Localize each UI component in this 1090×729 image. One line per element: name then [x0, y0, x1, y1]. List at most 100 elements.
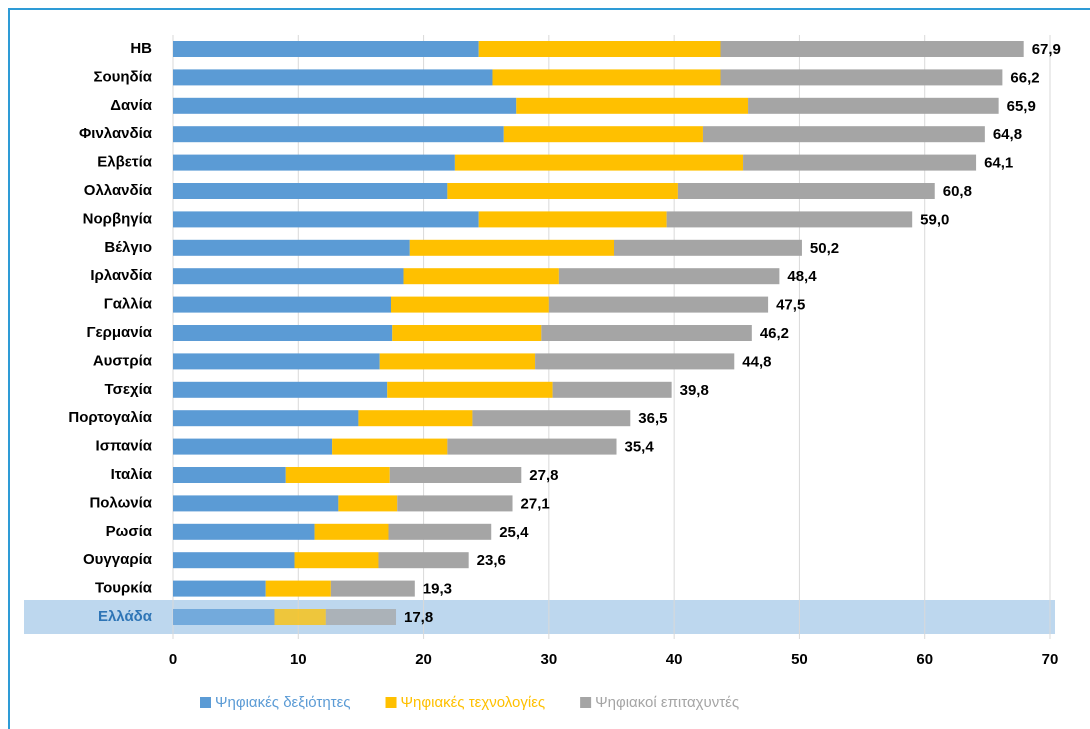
bar-segment: [173, 467, 286, 483]
y-tick-label: Αυστρία: [93, 352, 153, 369]
bar-segment: [389, 467, 522, 483]
total-label: 27,8: [529, 467, 558, 484]
bar-segment: [173, 438, 333, 455]
bar-segment: [265, 580, 331, 597]
total-label: 27,1: [521, 495, 550, 512]
legend-label: Ψηφιακοί επιταχυντές: [595, 694, 739, 711]
y-tick-label: Φινλανδία: [79, 125, 153, 142]
legend-label: Ψηφιακές δεξιότητες: [215, 694, 351, 711]
total-label: 59,0: [920, 211, 949, 228]
total-label: 50,2: [810, 240, 839, 257]
bar-segment: [173, 296, 391, 313]
y-tick-label: Πορτογαλία: [68, 409, 152, 426]
bar-segment: [516, 97, 749, 114]
y-tick-label: Νορβηγία: [83, 210, 153, 227]
bar-segment: [666, 211, 913, 228]
bar-segment: [541, 325, 752, 341]
bar-segment: [173, 523, 315, 540]
total-label: 64,1: [984, 155, 1013, 172]
bar-segment: [173, 126, 504, 143]
y-tick-label: Τσεχία: [105, 381, 153, 398]
bar-segment: [173, 211, 479, 228]
bar-segment: [447, 183, 678, 199]
y-tick-label: ΗΒ: [130, 40, 152, 57]
bar-segment: [614, 239, 802, 256]
bar-segment: [173, 183, 448, 199]
bar-segment: [702, 126, 985, 143]
bar-segment: [387, 381, 553, 398]
legend-swatch: [580, 697, 592, 708]
total-label: 36,5: [638, 410, 667, 427]
x-tick-label: 10: [290, 651, 307, 668]
bar-segment: [173, 495, 339, 512]
x-tick-label: 70: [1042, 651, 1059, 668]
bar-segment: [173, 609, 275, 625]
bar-segment: [548, 296, 769, 313]
bar-segment: [378, 552, 469, 569]
bar-segment: [285, 467, 390, 483]
bar-segment: [314, 523, 389, 540]
legend-label: Ψηφιακές τεχνολογίες: [401, 694, 546, 711]
y-tick-label: Ολλανδία: [84, 182, 153, 199]
total-label: 65,9: [1007, 98, 1036, 115]
bar-segment: [552, 381, 672, 398]
bar-segment: [403, 268, 559, 285]
total-label: 39,8: [680, 382, 709, 399]
bar-segment: [743, 154, 977, 171]
bar-segment: [173, 410, 359, 427]
bar-segment: [379, 353, 536, 370]
bar-segment: [358, 410, 473, 427]
y-tick-label: Ισπανία: [96, 438, 153, 455]
y-tick-label: Σουηδία: [93, 68, 152, 85]
y-tick-label: Γερμανία: [86, 324, 152, 341]
bar-segment: [535, 353, 735, 370]
bar-segment: [173, 97, 517, 114]
bar-segment: [397, 495, 513, 512]
total-label: 35,4: [625, 439, 655, 456]
y-tick-label: Ουγγαρία: [83, 551, 153, 568]
bar-segment: [390, 296, 549, 313]
bar-segment: [677, 183, 935, 199]
total-label: 48,4: [787, 268, 817, 285]
bar-segment: [478, 211, 667, 228]
total-label: 25,4: [499, 524, 529, 541]
bar-segment: [472, 410, 631, 427]
total-label: 19,3: [423, 581, 452, 598]
bar-segment: [720, 69, 1003, 86]
bar-segment: [338, 495, 398, 512]
bar-segment: [294, 552, 379, 569]
y-tick-label: Πολωνία: [89, 494, 152, 511]
y-tick-label: Ελλάδα: [98, 608, 153, 625]
y-tick-label: Ελβετία: [97, 154, 152, 171]
x-tick-label: 30: [541, 651, 558, 668]
bar-segment: [503, 126, 703, 143]
x-tick-label: 0: [169, 651, 177, 668]
bar-segment: [173, 239, 410, 256]
total-label: 66,2: [1010, 69, 1039, 86]
bar-segment: [748, 97, 999, 114]
bar-segment: [173, 381, 388, 398]
y-tick-label: Δανία: [110, 97, 153, 114]
bar-segment: [478, 41, 721, 57]
bar-segment: [325, 609, 397, 625]
y-tick-label: Τουρκία: [95, 580, 153, 597]
total-label: 67,9: [1032, 41, 1061, 58]
bar-segment: [173, 353, 380, 370]
bar-segment: [173, 69, 493, 86]
bar-segment: [558, 268, 780, 285]
bar-segment: [330, 580, 415, 597]
y-tick-label: Ιταλία: [111, 466, 153, 483]
legend-swatch: [385, 697, 397, 708]
bar-segment: [173, 268, 404, 285]
bar-segment: [173, 580, 266, 597]
x-tick-label: 40: [666, 651, 683, 668]
total-label: 44,8: [742, 353, 771, 370]
bar-segment: [173, 41, 479, 57]
y-tick-label: Βέλγιο: [104, 239, 152, 256]
bar-segment: [173, 154, 455, 171]
bar-segment: [173, 325, 393, 341]
bar-segment: [392, 325, 542, 341]
bar-segment: [454, 154, 744, 171]
total-label: 64,8: [993, 126, 1022, 143]
